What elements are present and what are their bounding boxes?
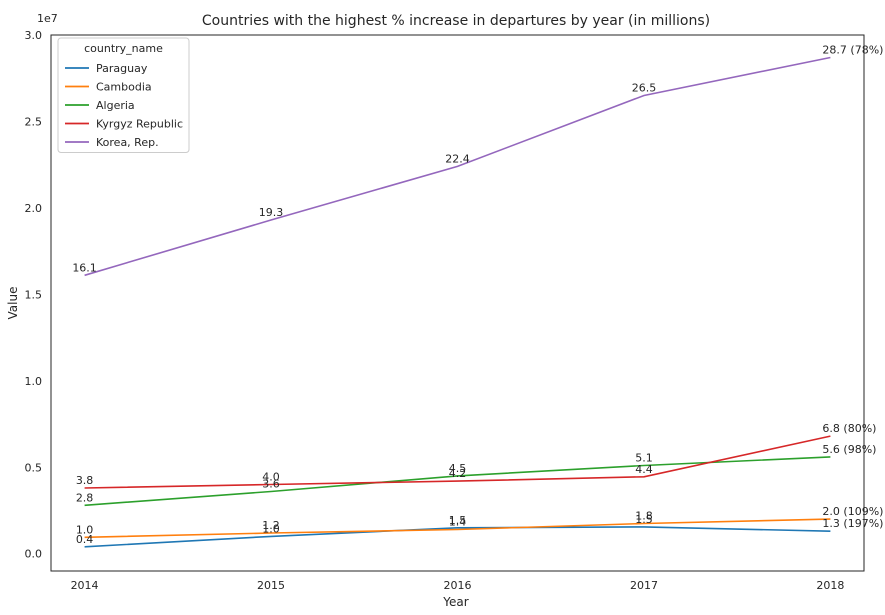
series-line-korea-rep- [84,56,831,277]
data-label: 1.0 [262,522,280,535]
data-label: 0.4 [76,533,94,546]
data-label: 4.2 [449,467,467,480]
data-label: 4.5 [449,462,467,475]
data-label: 2.8 [76,491,94,504]
data-label: 19.3 [259,206,284,219]
data-label: 22.4 [445,152,470,165]
y-tick-label: 2.5 [25,115,43,128]
x-tick-label: 2015 [257,579,285,592]
data-label: 28.7 (78%) [822,43,883,56]
y-tick-label: 0.5 [25,461,43,474]
data-label: 1.5 [635,513,653,526]
data-label: 1.5 [449,514,467,527]
data-label: 3.6 [262,477,280,490]
data-label: 5.6 (98%) [822,443,876,456]
legend-box [57,37,190,153]
plot-area-frame [50,34,865,572]
data-label: 3.8 [76,474,94,487]
chart-title: Countries with the highest % increase in… [202,13,710,29]
data-label: 1.3 (197%) [822,517,883,530]
data-label: 1.8 [635,509,653,522]
series-line-paraguay [84,526,831,548]
legend-entry: Paraguay [96,62,148,75]
legend-entry: Algeria [96,99,135,112]
data-label: 16.1 [72,261,97,274]
y-tick-label: 2.0 [25,202,43,215]
data-label: 1.4 [449,516,467,529]
x-tick-label: 2017 [630,579,658,592]
legend-entry: Cambodia [96,81,152,94]
y-tick-label: 0.0 [25,548,43,561]
data-label: 6.8 (80%) [822,422,876,435]
x-tick-label: 2016 [444,579,472,592]
data-label: 4.0 [262,471,280,484]
y-tick-label: 1.5 [25,288,43,301]
x-tick-label: 2018 [816,579,844,592]
legend-title: country_name [84,42,163,55]
series-line-cambodia [84,518,831,539]
legend-entry: Korea, Rep. [96,136,159,149]
y-axis-label: Value [6,287,20,320]
x-tick-label: 2014 [71,579,99,592]
data-label: 2.0 (109%) [822,505,883,518]
data-label: 5.1 [635,452,653,465]
y-axis-offset-label: 1e7 [37,12,58,25]
legend-entry: Kyrgyz Republic [96,118,183,131]
data-label: 4.4 [635,463,653,476]
data-label: 1.0 [76,523,94,536]
data-label: 26.5 [632,82,657,95]
y-tick-label: 1.0 [25,375,43,388]
y-tick-label: 3.0 [25,29,43,42]
x-axis-label: Year [442,595,468,609]
data-label: 1.2 [262,519,280,532]
series-line-kyrgyz-republic [84,435,831,489]
